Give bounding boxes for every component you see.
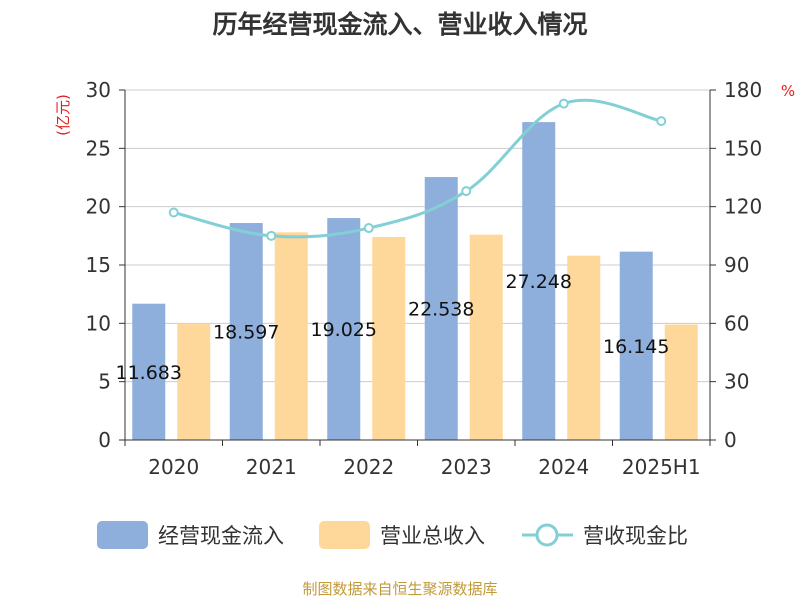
bar-cash-inflow (327, 218, 361, 440)
data-label: 22.538 (408, 299, 474, 321)
y-left-unit: (亿元) (54, 94, 72, 136)
bar-revenue (567, 255, 601, 440)
y-right-unit: % (781, 82, 795, 100)
data-label: 16.145 (603, 336, 669, 358)
ratio-line (168, 98, 667, 241)
ratio-point (461, 186, 472, 197)
ratio-line-path (173, 98, 662, 239)
bar-cash-inflow (522, 122, 556, 441)
y-left-tick-label: 0 (98, 428, 111, 452)
y-right-tick-label: 30 (724, 370, 749, 394)
axes: 0 5 10 15 20 25 30 0 30 60 90 120 150 180 2020 2021 2022… (86, 78, 763, 479)
chart-title: 历年经营现金流入、营业收入情况 (212, 10, 587, 39)
data-label: 11.683 (116, 362, 182, 384)
y-right-tick-label: 60 (724, 311, 749, 335)
y-right-tick-label: 120 (724, 195, 762, 219)
x-tick-label: 2020 (148, 455, 199, 479)
y-right-tick-label: 180 (724, 78, 762, 102)
x-tick-label: 2022 (343, 455, 394, 479)
ratio-point (558, 98, 569, 109)
y-right-tick-label: 150 (724, 136, 762, 160)
ratio-point (266, 230, 277, 241)
bar-revenue (469, 234, 503, 440)
y-left-tick-label: 10 (86, 311, 111, 335)
bar-revenue (177, 323, 211, 440)
source-note: 制图数据来自恒生聚源数据库 (302, 580, 497, 598)
legend-marker (535, 523, 559, 547)
legend: 经营现金流入 营业总收入 营收现金比 (97, 521, 688, 549)
data-label: 18.597 (213, 322, 279, 344)
bar-revenue (274, 232, 308, 440)
y-left-tick-label: 5 (98, 370, 111, 394)
bar-revenue (664, 324, 698, 440)
bar-cash-inflow (229, 223, 263, 440)
data-label: 19.025 (311, 319, 377, 341)
ratio-point (168, 207, 179, 218)
x-tick-label: 2023 (441, 455, 492, 479)
data-label: 27.248 (506, 271, 572, 293)
y-right-tick-label: 0 (724, 428, 737, 452)
legend-swatch (97, 521, 148, 549)
y-left-tick-label: 30 (86, 78, 111, 102)
x-tick-label: 2021 (246, 455, 297, 479)
grid-lines (125, 89, 710, 383)
x-tick-label: 2024 (538, 455, 589, 479)
y-right-tick-label: 90 (724, 253, 749, 277)
bar-cash-inflow (619, 251, 653, 440)
bar-cash-inflow (132, 303, 166, 440)
ratio-point (363, 223, 374, 234)
bar-cash-inflow (424, 177, 458, 440)
y-left-tick-label: 20 (86, 195, 111, 219)
legend-label: 经营现金流入 (158, 524, 284, 548)
legend-swatch (319, 521, 370, 549)
bars (132, 122, 698, 441)
bar-revenue (372, 237, 406, 440)
x-tick-label: 2025H1 (622, 455, 701, 479)
data-labels: 11.683 18.597 19.025 22.538 27.248 16.145 (116, 271, 670, 384)
y-left-tick-label: 15 (86, 253, 111, 277)
y-left-tick-label: 25 (86, 136, 111, 160)
ratio-point (656, 116, 667, 127)
legend-label: 营业总收入 (380, 524, 485, 548)
legend-label: 营收现金比 (583, 524, 688, 548)
